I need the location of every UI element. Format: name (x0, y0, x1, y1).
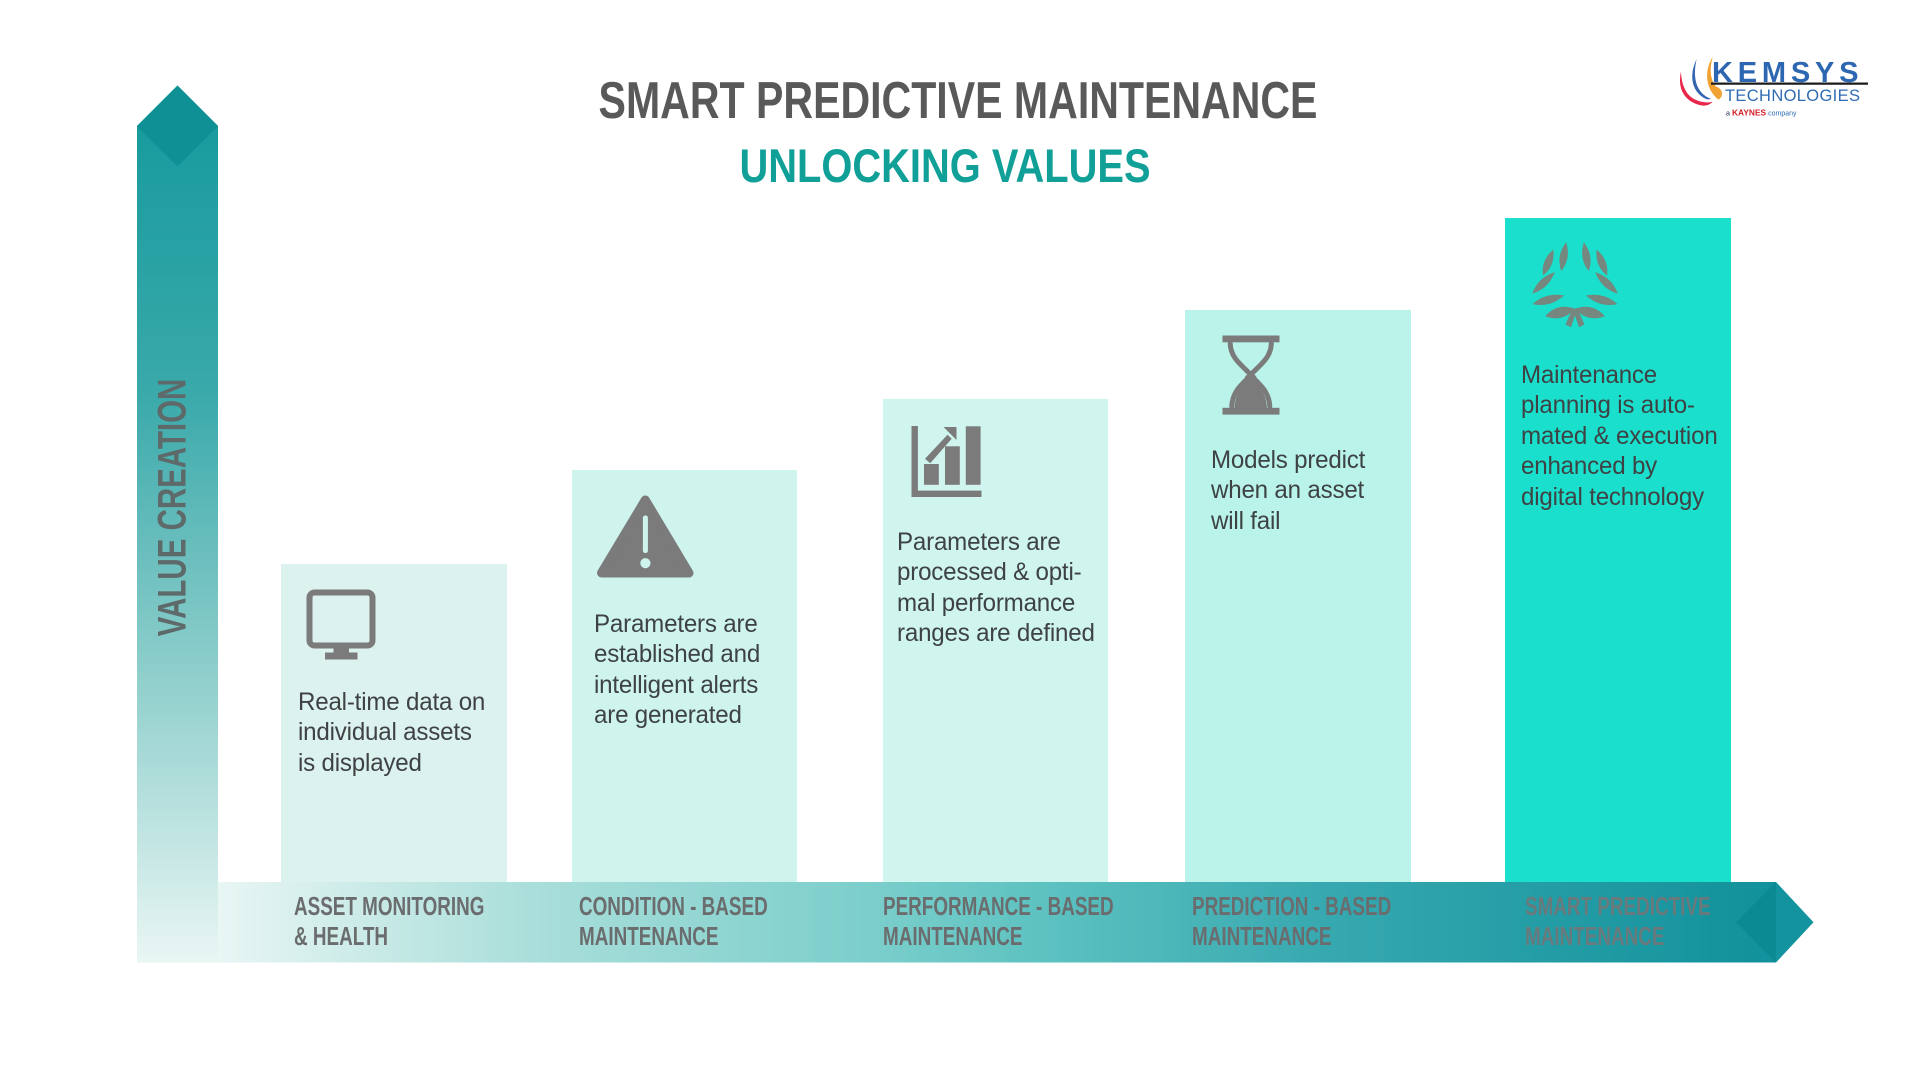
svg-text:TECHNOLOGIES: TECHNOLOGIES (1725, 87, 1860, 105)
svg-text:a KAYNES company: a KAYNES company (1726, 108, 1797, 118)
